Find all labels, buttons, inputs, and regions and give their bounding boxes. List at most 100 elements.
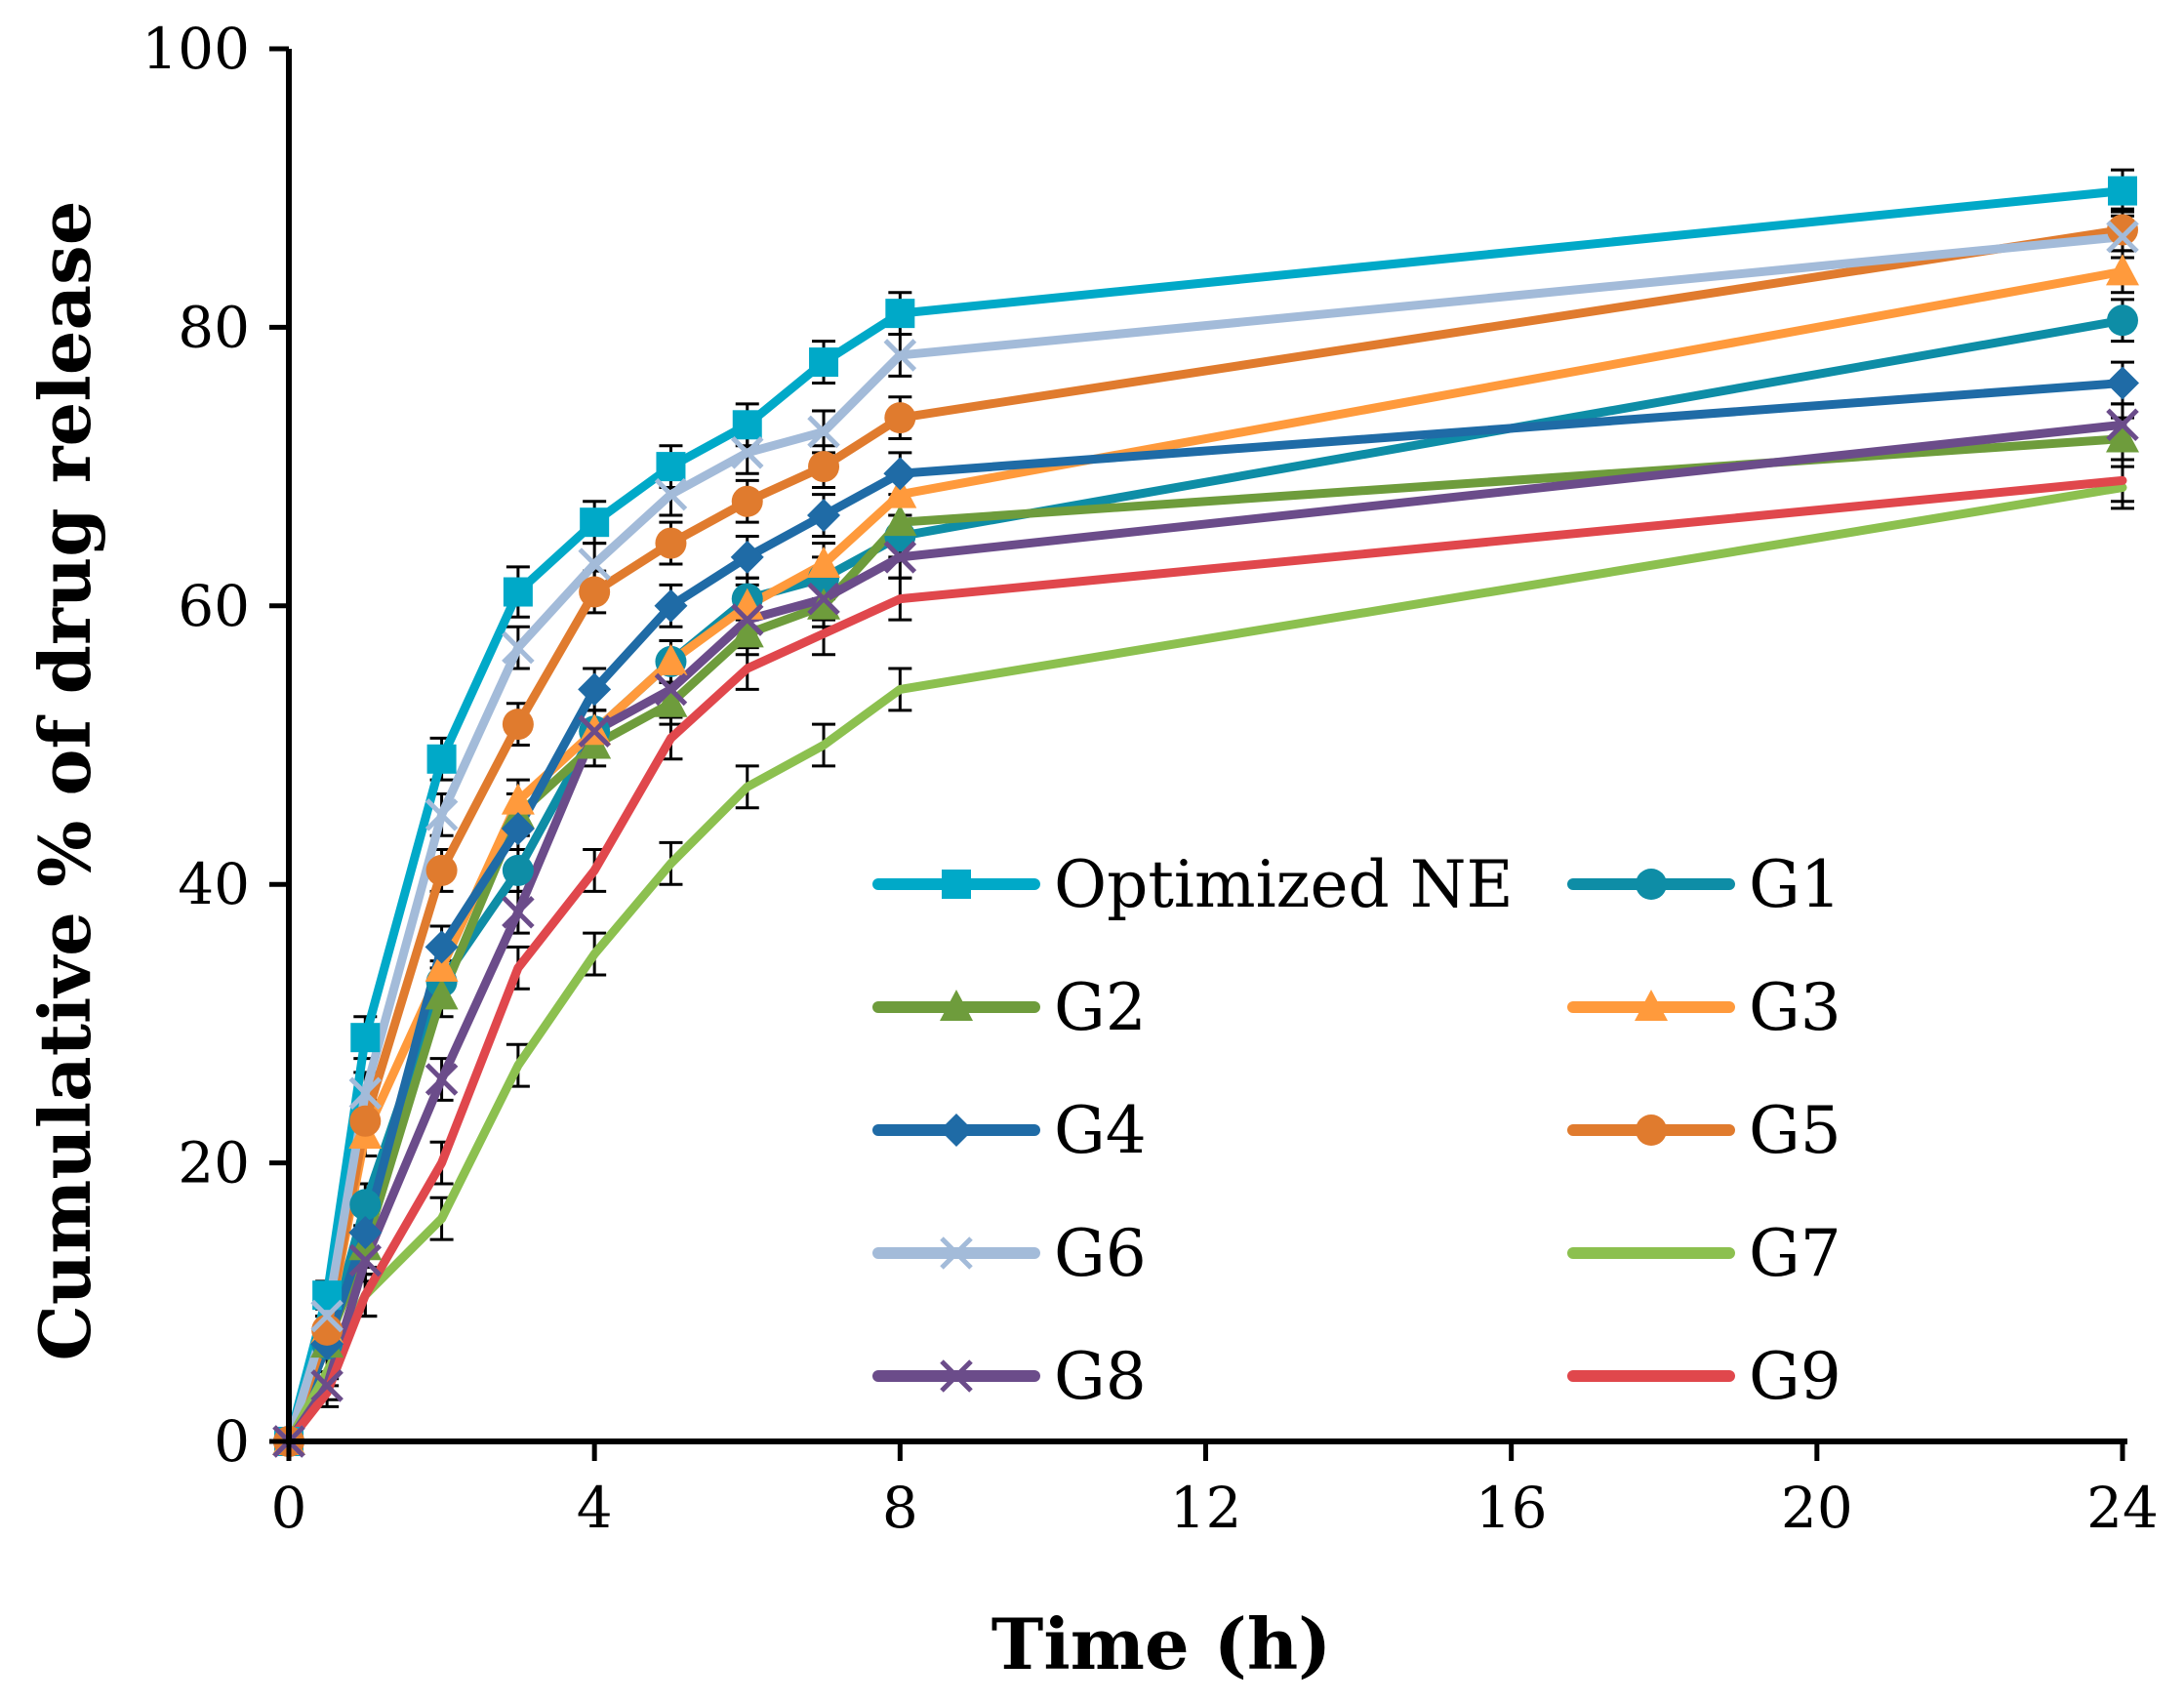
legend-g5-label: G5 xyxy=(1749,1093,1841,1168)
optimized-ne-point xyxy=(732,410,762,440)
g6-point xyxy=(807,415,840,449)
g5-point xyxy=(425,854,458,886)
g8-point xyxy=(348,1243,383,1277)
g6-point xyxy=(2106,220,2139,254)
legend-g6-marker xyxy=(940,1236,973,1270)
g5-point xyxy=(655,527,687,559)
g8-point xyxy=(883,541,917,574)
legend-g5-marker xyxy=(1636,1114,1667,1146)
g2-line xyxy=(284,434,2127,1446)
g4-point xyxy=(425,930,459,964)
g2-point xyxy=(2106,421,2139,453)
g1-point xyxy=(502,854,534,886)
legend-g2-label: G2 xyxy=(1054,970,1147,1045)
optimized-ne-point xyxy=(580,507,610,538)
legend-g7-label: G7 xyxy=(1749,1216,1841,1291)
g1-point xyxy=(349,1189,382,1221)
legend-g4-marker xyxy=(940,1114,973,1147)
g4-point xyxy=(807,499,841,533)
g4-point xyxy=(348,1215,383,1249)
g5-point xyxy=(349,1105,382,1137)
g9-line xyxy=(284,475,2127,1446)
g8-point xyxy=(310,1369,344,1402)
g6-point xyxy=(310,1299,344,1333)
error-bars xyxy=(315,168,2134,1408)
g2-point xyxy=(730,616,764,648)
g2-point xyxy=(883,505,917,537)
x-tick-label: 20 xyxy=(1781,1475,1853,1541)
g3-point xyxy=(807,546,841,578)
g6-point xyxy=(348,1076,383,1111)
legend-optimized-ne-label: Optimized NE xyxy=(1054,847,1514,922)
g8-point xyxy=(730,603,764,636)
g5-point xyxy=(502,709,534,741)
g2-point xyxy=(807,588,841,620)
g8-point xyxy=(425,1063,459,1096)
g4-point xyxy=(883,457,917,491)
g4-point xyxy=(2106,366,2139,400)
x-tick-label: 0 xyxy=(271,1475,307,1541)
series-lines xyxy=(284,186,2127,1446)
g8-point xyxy=(654,672,688,707)
g7-line xyxy=(284,483,2127,1446)
g3-point xyxy=(2106,254,2139,286)
x-tick-label: 4 xyxy=(577,1475,613,1541)
g3-point xyxy=(654,643,688,675)
g8-point xyxy=(807,582,840,616)
g8-line xyxy=(284,420,2127,1446)
g5-point xyxy=(731,485,763,517)
g8-point xyxy=(2106,408,2139,442)
x-tick-label: 24 xyxy=(2086,1475,2159,1541)
x-axis-title: Time (h) xyxy=(991,1602,1331,1685)
optimized-ne-line xyxy=(284,186,2127,1446)
optimized-ne-point xyxy=(885,299,915,329)
g2-point xyxy=(425,978,459,1010)
g8-point xyxy=(502,895,535,929)
g1-point xyxy=(2107,304,2138,337)
g6-point xyxy=(730,436,764,469)
optimized-ne-point xyxy=(2108,176,2137,206)
legend-g3-label: G3 xyxy=(1749,970,1841,1045)
g6-line xyxy=(284,232,2127,1446)
y-tick-label: 20 xyxy=(178,1130,250,1196)
g5-point xyxy=(808,451,840,483)
g3-point xyxy=(501,783,535,815)
optimized-ne-point xyxy=(350,1023,381,1053)
g5-point xyxy=(579,576,611,608)
legend-g1-marker xyxy=(1636,869,1667,900)
legend-g6-label: G6 xyxy=(1054,1216,1147,1291)
legend-g3-marker xyxy=(1635,990,1668,1021)
g3-point xyxy=(883,476,917,508)
g2-point xyxy=(654,685,688,717)
g4-point xyxy=(578,672,612,707)
axes: 0 4 8 12 16 20 24 0 20 40 60 80 100 xyxy=(142,16,2159,1541)
g4-point xyxy=(654,588,688,623)
g6-point xyxy=(654,477,688,511)
legend-g2-marker xyxy=(940,990,973,1021)
legend: Optimized NE G1 G2 G3 G4 G5 G6 G7 G8 G9 xyxy=(872,847,1841,1414)
y-tick-label: 80 xyxy=(178,294,250,360)
g4-point xyxy=(501,812,535,846)
y-tick-label: 60 xyxy=(178,573,250,639)
y-tick-label: 100 xyxy=(142,16,250,82)
g3-point xyxy=(425,950,459,982)
y-tick-label: 0 xyxy=(214,1408,250,1475)
g5-point xyxy=(2107,214,2138,246)
g8-point xyxy=(578,714,611,748)
x-tick-label: 16 xyxy=(1476,1475,1548,1541)
legend-optimized-ne-marker xyxy=(942,870,971,899)
g5-point xyxy=(884,402,916,434)
optimized-ne-point xyxy=(656,452,686,482)
legend-g9-label: G9 xyxy=(1749,1339,1841,1414)
x-tick-label: 12 xyxy=(1170,1475,1242,1541)
g6-point xyxy=(502,630,535,665)
y-tick-label: 40 xyxy=(178,851,250,917)
g6-point xyxy=(883,339,917,372)
g4-point xyxy=(730,540,764,574)
x-tick-label: 8 xyxy=(882,1475,918,1541)
legend-g8-marker xyxy=(940,1359,973,1393)
legend-g4-label: G4 xyxy=(1054,1093,1147,1168)
optimized-ne-point xyxy=(426,744,457,774)
g6-point xyxy=(578,547,611,581)
